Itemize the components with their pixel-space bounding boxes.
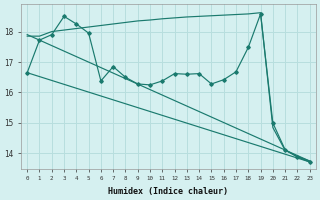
X-axis label: Humidex (Indice chaleur): Humidex (Indice chaleur) bbox=[108, 187, 228, 196]
